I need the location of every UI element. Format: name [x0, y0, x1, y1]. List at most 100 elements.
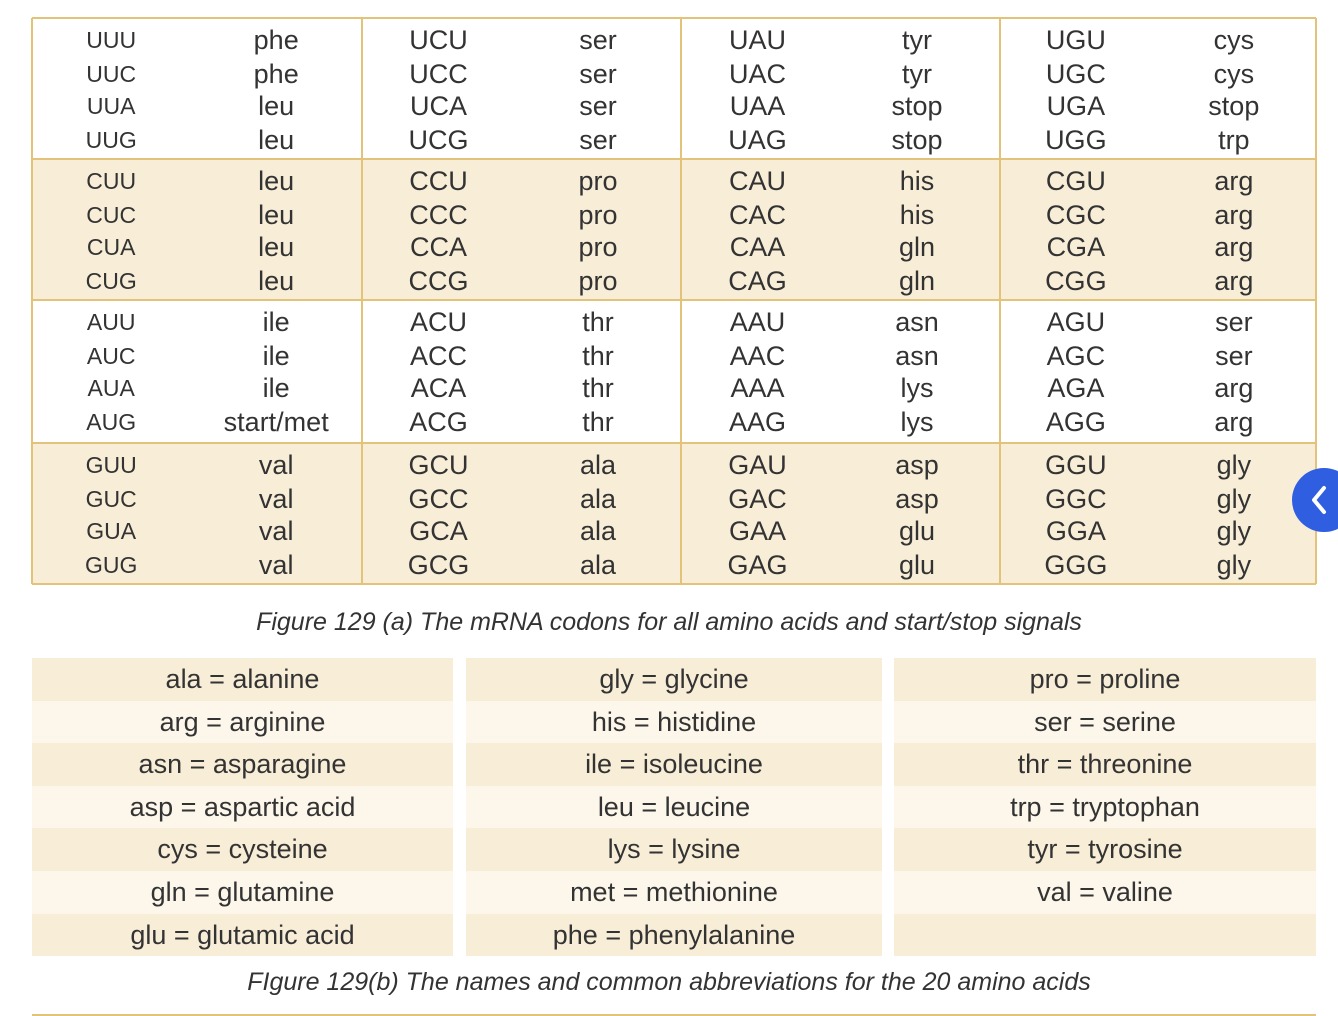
- amino-acid: ser: [1215, 307, 1253, 337]
- bottom-rule: [32, 1014, 1316, 1016]
- amino-acid: glu: [899, 550, 936, 580]
- codon: ACC: [410, 341, 468, 371]
- row-border: [32, 583, 1316, 585]
- amino-acid: leu: [258, 166, 295, 196]
- codon: GGG: [1044, 550, 1108, 580]
- amino-acid-name: gly = glycine: [599, 664, 749, 694]
- codon: CUG: [85, 268, 137, 294]
- codon: AGU: [1046, 307, 1106, 337]
- amino-acid: tyr: [902, 59, 933, 89]
- codon: UGA: [1046, 91, 1106, 121]
- codon: UCC: [409, 59, 468, 89]
- amino-acid-name: ala = alanine: [165, 664, 320, 694]
- names-cell-bg: [466, 743, 882, 786]
- amino-acid-name: val = valine: [1037, 877, 1173, 907]
- amino-acid: phe: [253, 25, 299, 55]
- codon: AGC: [1046, 341, 1106, 371]
- amino-acid: ala: [580, 550, 617, 580]
- codon: AGA: [1047, 373, 1105, 403]
- amino-acid: leu: [258, 91, 295, 121]
- amino-acid: ala: [580, 450, 617, 480]
- amino-acid-name: asp = aspartic acid: [129, 791, 356, 822]
- col-border: [1315, 18, 1317, 584]
- names-cell-bg: [466, 658, 882, 701]
- codon: CCC: [409, 200, 468, 230]
- amino-acid-name: met = methionine: [570, 877, 778, 907]
- codon: GUA: [86, 518, 137, 544]
- amino-acid: stop: [891, 91, 943, 121]
- amino-acid: tyr: [902, 25, 933, 55]
- amino-acid: thr: [582, 373, 614, 403]
- names-cell-bg: [32, 871, 453, 914]
- codon: UUC: [86, 61, 137, 87]
- codon: CCG: [408, 266, 469, 296]
- codon: UGU: [1045, 25, 1106, 55]
- codon: AAU: [729, 307, 786, 337]
- codon: UUU: [86, 27, 137, 53]
- amino-acid: ser: [579, 91, 617, 121]
- amino-acid: stop: [1208, 91, 1260, 121]
- amino-acid: thr: [582, 407, 614, 437]
- codon: GUC: [85, 486, 137, 512]
- amino-acid: trp: [1218, 125, 1250, 155]
- caption-b: FIgure 129(b) The names and common abbre…: [247, 968, 1091, 996]
- amino-acid: ile: [262, 373, 290, 403]
- codon: ACG: [409, 407, 468, 437]
- amino-acid: gly: [1216, 484, 1252, 514]
- chevron-icon: [1312, 486, 1326, 514]
- amino-acid-name: asn = asparagine: [138, 749, 347, 780]
- codon: GCU: [408, 450, 469, 480]
- amino-acid-name: cys = cysteine: [157, 834, 328, 865]
- codon: GGC: [1045, 484, 1107, 514]
- codon: UCU: [409, 25, 468, 55]
- amino-acid: ser: [579, 59, 617, 89]
- amino-acid: pro: [578, 232, 618, 262]
- codon: GAA: [729, 516, 787, 546]
- codon: UUG: [85, 127, 137, 153]
- amino-acid: thr: [582, 307, 614, 337]
- amino-acid: glu: [899, 516, 936, 546]
- codon: CAC: [729, 200, 787, 230]
- codon: GCC: [408, 484, 469, 514]
- names-cell-bg: [32, 658, 453, 701]
- amino-acid: arg: [1214, 407, 1254, 437]
- amino-acid: gln: [899, 232, 936, 262]
- amino-acid-name: ser = serine: [1034, 706, 1176, 737]
- codon: AUA: [87, 375, 135, 401]
- col-border: [680, 18, 682, 584]
- names-cell-bg: [466, 828, 882, 871]
- amino-acid: ser: [579, 125, 617, 155]
- amino-acid: val: [258, 516, 294, 546]
- names-cell-bg: [32, 743, 453, 786]
- amino-acid: gly: [1216, 550, 1252, 580]
- amino-acid: ala: [580, 516, 617, 546]
- codon: CAG: [728, 266, 787, 296]
- codon-group: [32, 300, 1316, 443]
- amino-acid: val: [258, 550, 294, 580]
- amino-acid: arg: [1214, 373, 1254, 403]
- codon: GCG: [407, 550, 470, 580]
- names-cell-bg: [894, 785, 1316, 829]
- names-cell-bg: [32, 913, 453, 957]
- amino-acid: arg: [1214, 266, 1254, 296]
- caption-a: Figure 129 (a) The mRNA codons for all a…: [256, 608, 1082, 636]
- col-border: [361, 18, 363, 584]
- codon: AGG: [1045, 407, 1106, 437]
- codon: UCG: [408, 125, 469, 155]
- codon: CCU: [409, 166, 468, 196]
- codon: CUA: [86, 234, 136, 260]
- amino-acid: pro: [578, 166, 618, 196]
- names-cell-bg: [32, 828, 453, 871]
- codon: UUA: [86, 93, 136, 119]
- amino-acid-name: lys = lysine: [607, 834, 741, 865]
- codon: AUU: [86, 309, 136, 335]
- side-toggle-button[interactable]: [1292, 468, 1338, 532]
- names-cell-bg: [466, 700, 882, 744]
- codon-group: [32, 443, 1316, 584]
- codon: CCA: [410, 232, 468, 262]
- codon: GAC: [728, 484, 787, 514]
- codon: GUG: [84, 552, 138, 578]
- codon: UAC: [729, 59, 787, 89]
- amino-acid-name: gln = glutamine: [150, 877, 335, 907]
- codon: CGG: [1045, 266, 1107, 296]
